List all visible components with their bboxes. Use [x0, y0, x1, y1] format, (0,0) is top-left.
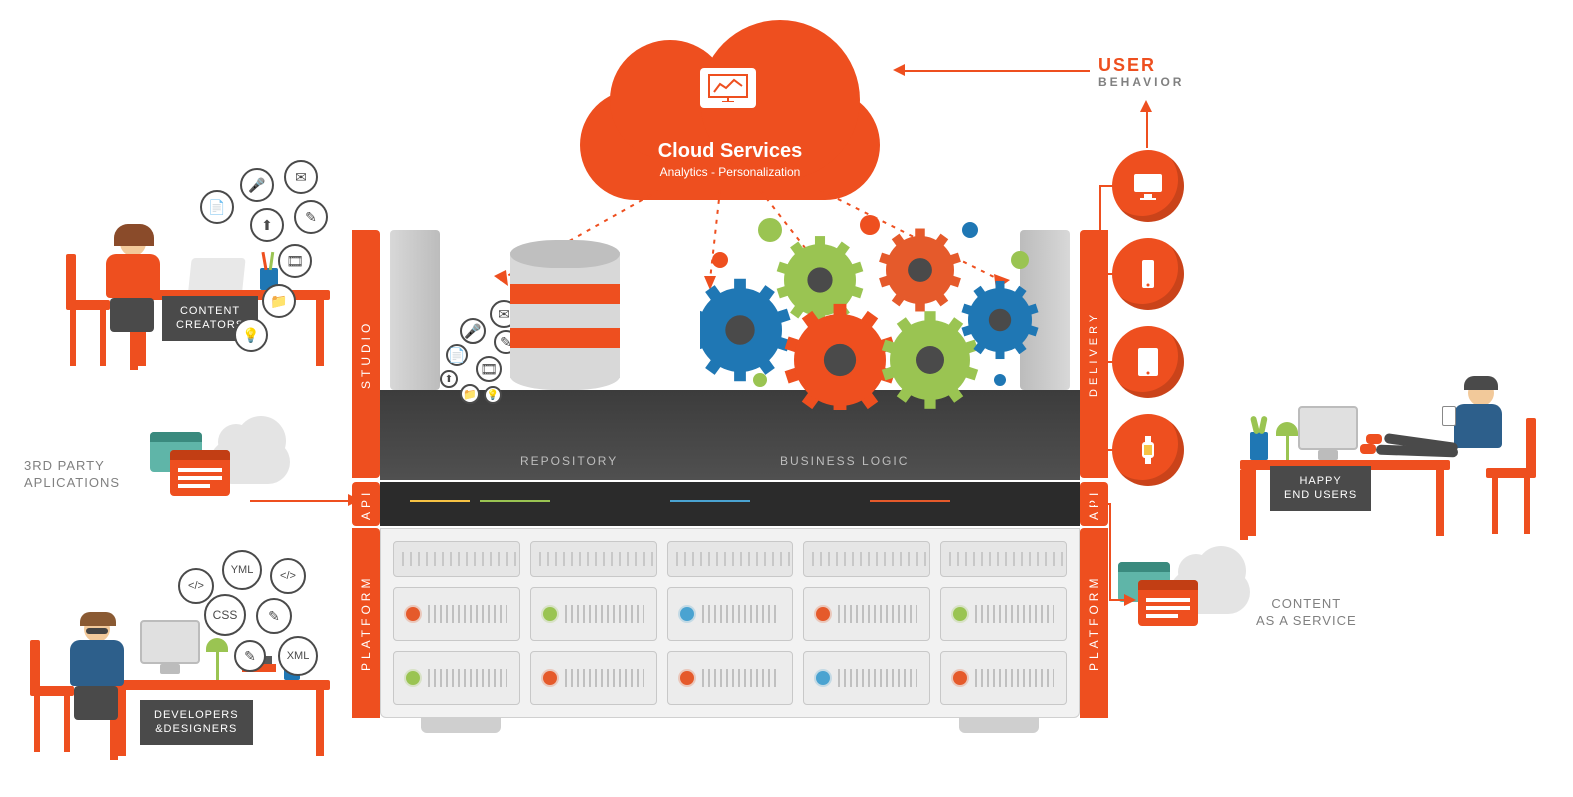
arrow-api-to-caas [1080, 500, 1140, 620]
arrow-head-icon [348, 494, 360, 506]
server-unit [667, 651, 794, 705]
server-vent [393, 541, 520, 577]
server-unit [803, 651, 930, 705]
business-logic-gears [700, 210, 1060, 410]
device-phone-icon [1112, 238, 1184, 310]
studio-pillar [390, 230, 440, 390]
server-unit [803, 587, 930, 641]
happy-end-users-label: HAPPY END USERS [1270, 466, 1371, 511]
tier-platform [380, 528, 1080, 718]
connector-line [1146, 112, 1148, 148]
user-behavior-heading: USER BEHAVIOR [1098, 56, 1184, 89]
server-vent [940, 541, 1067, 577]
developers-label: DEVELOPERS &DESIGNERS [140, 700, 253, 745]
server-unit [393, 587, 520, 641]
server-unit [530, 651, 657, 705]
dev-tech-icons: </> YML </> CSS ✎ XML ✎ [170, 548, 350, 678]
tier-api [380, 482, 1080, 526]
server-unit [667, 587, 794, 641]
server-unit [530, 587, 657, 641]
server-unit [940, 587, 1067, 641]
cloud-title: Cloud Services [560, 140, 900, 163]
app-window-icon [170, 450, 230, 496]
tab-platform-left: PLATFORM [352, 528, 380, 718]
ub-subtitle: BEHAVIOR [1098, 76, 1184, 89]
server-vent [803, 541, 930, 577]
app-window-icon [1138, 580, 1198, 626]
server-vent [667, 541, 794, 577]
arrow-head-icon [893, 64, 905, 76]
repository-label: REPOSITORY [520, 454, 618, 468]
ub-title: USER [1098, 56, 1184, 76]
arrow-ub-to-cloud [905, 70, 1090, 72]
arrow-head-icon [1140, 100, 1152, 112]
business-logic-label: BUSINESS LOGIC [780, 454, 909, 468]
device-desktop-icon [1112, 150, 1184, 222]
presentation-chart-icon [700, 68, 756, 108]
arrow-3rdparty-to-api [250, 500, 348, 502]
third-party-label: 3RD PARTY APLICATIONS [24, 458, 120, 492]
tab-delivery: DELIVERY [1080, 230, 1108, 478]
cloud-services: Cloud Services Analytics - Personalizati… [560, 40, 900, 200]
server-vent [530, 541, 657, 577]
server-unit [393, 651, 520, 705]
cloud-subtitle: Analytics - Personalization [560, 165, 900, 179]
device-tablet-icon [1112, 326, 1184, 398]
happy-end-users-illustration [1230, 360, 1550, 560]
repository-cylinder-icon [510, 240, 620, 390]
device-watch-icon [1112, 414, 1184, 486]
platform-stack: STUDIO DELIVERY API API PLATFORM PLATFOR… [380, 230, 1080, 750]
caas-label: CONTENT AS A SERVICE [1256, 596, 1357, 630]
content-type-icons: 📄 🎤 ✉ ⬆ ✎ 🎞 📁 💡 [190, 160, 370, 340]
server-unit [940, 651, 1067, 705]
